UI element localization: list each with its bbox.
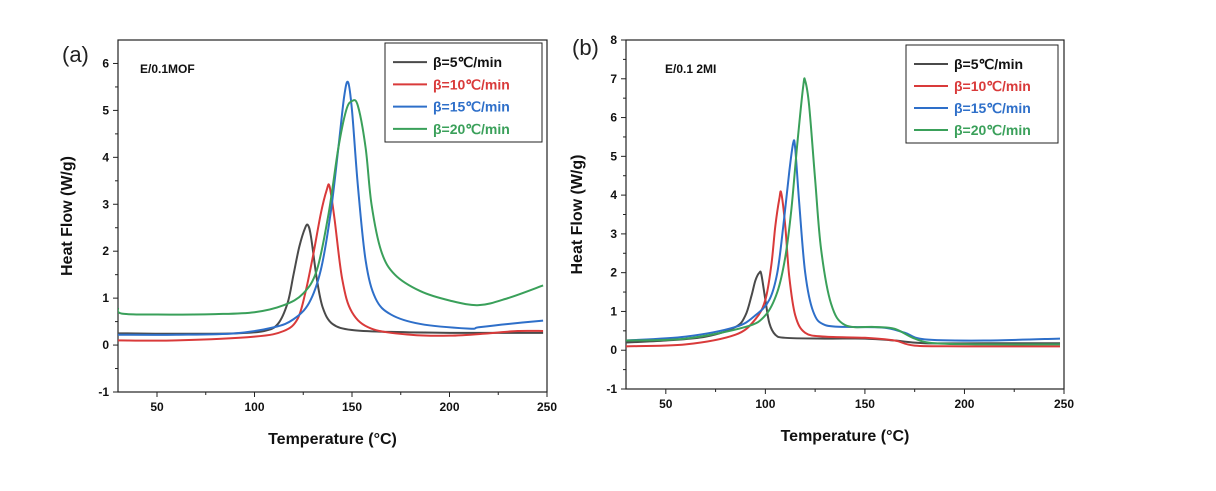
x-tick-label: 50 xyxy=(150,400,164,414)
y-tick-label: 4 xyxy=(610,188,617,202)
x-axis-title: Temperature (°C) xyxy=(268,431,397,448)
y-tick-label: 7 xyxy=(610,72,617,86)
legend-label: β=20℃/min xyxy=(954,122,1031,138)
legend-box xyxy=(384,42,543,143)
x-tick-label: 150 xyxy=(855,397,875,411)
y-tick-label: 3 xyxy=(610,227,617,241)
x-axis-title: Temperature (°C) xyxy=(781,428,910,445)
sample-label: E/0.1MOF xyxy=(140,62,195,76)
x-tick-label: 50 xyxy=(659,397,673,411)
y-axis-title: Heat Flow (W/g) xyxy=(59,156,76,276)
x-tick-label: 250 xyxy=(537,400,557,414)
legend-label: β=15℃/min xyxy=(433,99,510,115)
legend-label: β=15℃/min xyxy=(954,100,1031,116)
chart-panel-2: 50 100 150 200 250 -1 0 1 2 3 4 5 6 7 8 Temperature (°C… xyxy=(569,33,1074,445)
y-tick-label: 1 xyxy=(610,304,617,318)
chart-panel-1: 50 100 150 200 250 -1 0 1 2 3 4 5 6 Temperature (°C) H… xyxy=(59,39,557,448)
legend-label: β=10℃/min xyxy=(433,76,510,92)
x-tick-label: 250 xyxy=(1054,397,1074,411)
legend-label: β=20℃/min xyxy=(433,121,510,137)
y-tick-label: 4 xyxy=(102,150,109,164)
y-tick-label: 6 xyxy=(610,111,617,125)
legend-label: β=10℃/min xyxy=(954,78,1031,94)
y-tick-label: 2 xyxy=(102,244,109,258)
series-line-3 xyxy=(626,139,1061,342)
series-line-3 xyxy=(118,80,544,336)
panel-label: (a) xyxy=(62,42,89,67)
y-tick-label: -1 xyxy=(606,382,617,396)
sample-label: E/0.1 2MI xyxy=(665,62,716,76)
y-tick-label: 0 xyxy=(102,338,109,352)
y-tick-label: 3 xyxy=(102,197,109,211)
series-line-1 xyxy=(118,223,544,335)
y-tick-label: 8 xyxy=(610,33,617,47)
legend: β=5℃/min β=10℃/min β=15℃/min β=20℃/min xyxy=(384,42,543,143)
series-line-2 xyxy=(626,190,1061,348)
series-line-2 xyxy=(118,183,544,342)
x-tick-label: 200 xyxy=(954,397,974,411)
series-line-1 xyxy=(626,270,1061,345)
y-tick-label: 5 xyxy=(102,103,109,117)
y-tick-label: 6 xyxy=(102,56,109,70)
legend-label: β=5℃/min xyxy=(433,54,502,70)
y-tick-label: 1 xyxy=(102,291,109,305)
legend-label: β=5℃/min xyxy=(954,56,1023,72)
x-tick-label: 150 xyxy=(342,400,362,414)
legend: β=5℃/min β=10℃/min β=15℃/min β=20℃/min xyxy=(905,44,1059,144)
y-tick-label: -1 xyxy=(98,385,109,399)
x-tick-label: 200 xyxy=(439,400,459,414)
series-line-4 xyxy=(626,77,1061,346)
x-tick-label: 100 xyxy=(755,397,775,411)
y-tick-label: 0 xyxy=(610,343,617,357)
panel-label: (b) xyxy=(572,35,599,60)
y-tick-label: 2 xyxy=(610,266,617,280)
x-tick-label: 100 xyxy=(244,400,264,414)
y-tick-label: 5 xyxy=(610,149,617,163)
plot-frame xyxy=(117,39,548,393)
legend-box xyxy=(905,44,1059,144)
series-line-4 xyxy=(118,99,544,316)
y-axis-title: Heat Flow (W/g) xyxy=(569,155,586,275)
